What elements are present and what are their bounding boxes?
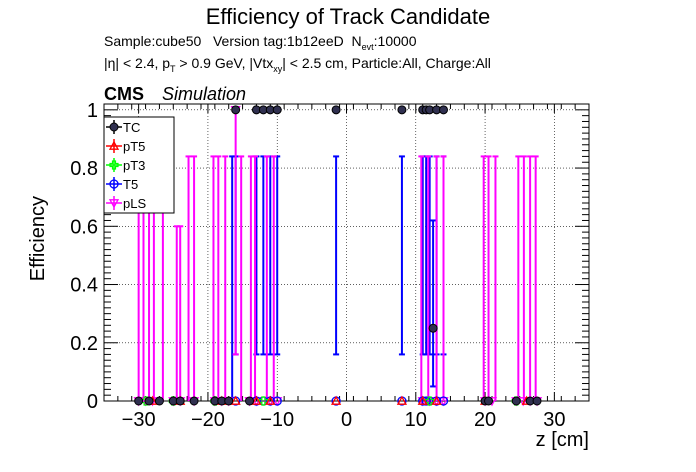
y-tick-label: 0 — [87, 391, 98, 413]
version-label: Version tag:1b12eeD — [212, 33, 344, 49]
TC-point — [231, 105, 241, 115]
pT5-point — [417, 395, 428, 405]
nevt-value: :10000 — [373, 33, 417, 49]
legend: TC pT5 pT3 T5 pLS — [103, 116, 175, 214]
y-tick-label: 0.4 — [70, 275, 98, 297]
y-tick-label: 1 — [87, 100, 98, 122]
pT5-point — [265, 395, 276, 405]
pT3-point — [425, 396, 435, 406]
x-tick-label: 0 — [341, 409, 352, 431]
y-tick-label: 0.6 — [70, 216, 98, 238]
cut-pt-subscript: T — [170, 64, 176, 74]
legend-label-pLS: pLS — [123, 196, 146, 211]
y-tick-label: 0.2 — [70, 333, 98, 355]
y-tick-labels: 0 0.2 0.4 0.6 0.8 1 — [70, 100, 98, 413]
sample-label: Sample:cube50 — [104, 33, 202, 49]
pLS-point — [518, 397, 529, 407]
TC-point — [439, 105, 448, 115]
chart-title: Efficiency of Track Candidate — [205, 4, 491, 29]
x-tick-label: 10 — [405, 409, 427, 431]
TC-point — [272, 105, 282, 115]
cms-label: CMS — [104, 84, 144, 104]
pT5-point — [230, 395, 241, 405]
nevt-subscript: evt — [361, 42, 374, 52]
TC-point — [397, 105, 407, 115]
cut-pt: > 0.9 GeV, |Vtx — [175, 55, 274, 71]
pT5-point — [431, 395, 442, 405]
legend-marker-pT3 — [109, 160, 119, 170]
x-tick-label: 20 — [474, 409, 496, 431]
TC-point — [428, 323, 438, 333]
legend-label-TC: TC — [123, 120, 140, 135]
data-markers — [133, 105, 543, 407]
sample-info-line: Sample:cube50 Version tag:1b12eeD Nevt:1… — [104, 33, 416, 52]
TC-point — [245, 396, 254, 406]
TC-point — [511, 396, 521, 406]
TC-point — [144, 396, 154, 406]
legend-label-T5: T5 — [123, 177, 138, 192]
legend-marker-TC — [109, 122, 119, 132]
legend-marker-pLS — [108, 199, 120, 209]
TC-point — [175, 396, 185, 406]
TC-point — [154, 396, 164, 406]
x-tick-label: −20 — [191, 409, 225, 431]
legend-label-pT3: pT3 — [123, 158, 145, 173]
x-tick-label: −10 — [260, 409, 294, 431]
legend-label-pT5: pT5 — [123, 139, 145, 154]
cut-vtx-subscript: xy — [273, 64, 283, 74]
pT5-point — [331, 395, 342, 405]
TC-point — [532, 396, 542, 406]
cut-rest: | < 2.5 cm, Particle:All, Charge:All — [282, 55, 491, 71]
x-axis-label: z [cm] — [536, 429, 589, 451]
error-bars — [135, 108, 539, 401]
x-tick-labels: −30 −20 −10 0 10 20 30 — [122, 409, 566, 431]
T5-point — [421, 396, 431, 406]
y-tick-label: 0.8 — [70, 158, 98, 180]
cuts-info-line: |η| < 2.4, pT > 0.9 GeV, |Vtxxy| < 2.5 c… — [104, 55, 491, 74]
legend-marker-pT5 — [108, 140, 120, 150]
TC-point — [224, 396, 234, 406]
TC-point — [134, 396, 144, 406]
pLS-point — [424, 397, 435, 407]
nevt-label: N — [351, 33, 362, 49]
legend-marker-T5 — [109, 179, 119, 189]
pLS-point — [438, 397, 449, 407]
y-axis-label: Efficiency — [27, 196, 49, 281]
simulation-label: Simulation — [162, 84, 247, 104]
pT5-point — [396, 395, 408, 405]
pT5-point — [251, 395, 262, 405]
TC-point — [189, 396, 199, 406]
TC-point — [484, 396, 494, 406]
pT3-point — [258, 396, 268, 406]
TC-point — [331, 105, 341, 115]
cut-eta: |η| < 2.4, p — [104, 55, 171, 71]
pLS-point — [272, 397, 283, 407]
x-tick-label: −30 — [122, 409, 156, 431]
x-tick-label: 30 — [543, 409, 565, 431]
